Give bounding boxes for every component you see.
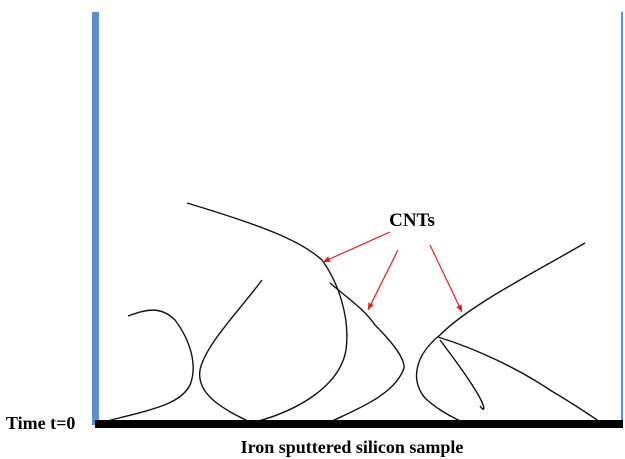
cnt-curve [439,339,485,410]
substrate [95,420,623,428]
cnt-curve [102,309,194,423]
cnt-curve [199,279,263,423]
cnt-curve [437,336,601,423]
cnt-curve [415,242,586,423]
cnts-label: CNTs [389,210,435,231]
time-label: Time t=0 [6,413,75,433]
arrow [367,249,399,311]
left-wall [92,12,99,425]
cnt-curve [186,202,348,423]
sample-label: Iron sputtered silicon sample [241,437,464,457]
arrow [429,244,463,313]
arrow [322,231,391,263]
right-wall [621,12,623,425]
cnt-curve [329,282,405,423]
